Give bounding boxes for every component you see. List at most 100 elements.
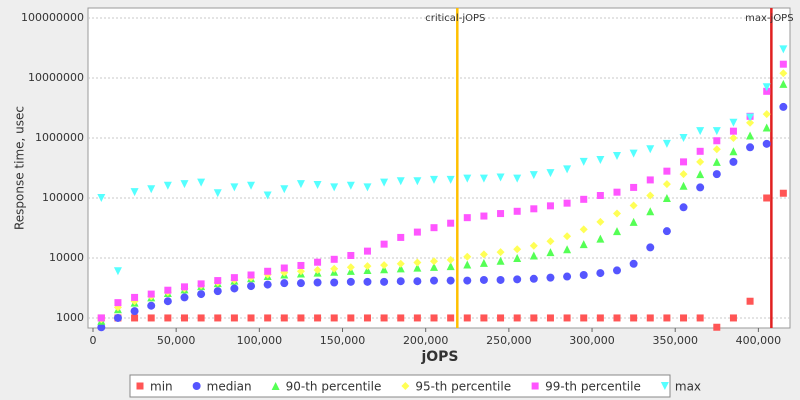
y-tick-label: 100000000 [21, 11, 84, 24]
data-point [430, 175, 439, 184]
data-point [629, 259, 638, 268]
data-point [612, 227, 621, 236]
data-point [712, 127, 721, 136]
data-point [180, 293, 189, 302]
data-point [779, 102, 788, 111]
data-point [563, 314, 571, 322]
data-point [197, 290, 206, 299]
data-point [280, 314, 288, 322]
annotation-label: max-jOPS [745, 13, 793, 24]
data-point [213, 287, 222, 296]
data-point [762, 110, 771, 119]
data-point [97, 314, 105, 322]
data-point [513, 314, 521, 322]
data-point [762, 83, 771, 92]
legend-marker [192, 382, 201, 390]
data-point [347, 314, 355, 322]
data-point [297, 261, 305, 269]
data-point [746, 297, 754, 305]
data-point [579, 271, 588, 280]
data-point [546, 273, 555, 282]
data-point [413, 263, 422, 272]
data-point [247, 271, 255, 279]
data-point [396, 277, 405, 286]
data-point [230, 183, 239, 192]
data-point [496, 248, 505, 257]
data-point [347, 251, 355, 259]
data-point [397, 314, 405, 322]
data-point [729, 118, 738, 127]
data-point [513, 245, 522, 254]
data-point [297, 314, 305, 322]
data-point [363, 247, 371, 255]
data-point [696, 314, 704, 322]
data-point [729, 134, 738, 143]
data-point [580, 314, 588, 322]
y-tick-label: 10000000 [28, 71, 84, 84]
data-point [263, 191, 272, 200]
data-point [413, 314, 421, 322]
x-tick-label: 50,000 [157, 334, 196, 347]
data-point [363, 183, 372, 192]
x-axis-label: jOPS [420, 349, 458, 365]
data-point [363, 277, 372, 286]
data-point [696, 183, 705, 192]
data-point [613, 314, 621, 322]
x-tick-label: 100,000 [237, 334, 283, 347]
data-point [497, 210, 505, 218]
data-point [264, 267, 272, 275]
data-point [214, 277, 222, 285]
data-point [163, 297, 172, 306]
y-axis-label: Response time, usec [13, 106, 27, 230]
data-point [729, 147, 738, 156]
legend-marker [271, 382, 280, 390]
legend-label: 90-th percentile [286, 380, 382, 394]
legend-marker [531, 382, 539, 390]
data-point [762, 123, 771, 132]
data-point [763, 87, 771, 95]
data-point [530, 205, 538, 213]
data-point [396, 259, 405, 268]
data-point [430, 262, 439, 271]
data-point [397, 233, 405, 241]
data-point [546, 202, 554, 210]
data-point [430, 314, 438, 322]
data-point [430, 276, 439, 285]
data-point [546, 248, 555, 257]
data-point [330, 183, 339, 192]
data-point [613, 188, 621, 196]
data-point [662, 139, 671, 148]
data-point [380, 240, 388, 248]
data-point [496, 173, 505, 182]
data-point [197, 280, 205, 288]
data-point [646, 243, 655, 252]
data-point [446, 276, 455, 285]
x-tick-label: 250,000 [486, 334, 532, 347]
data-point [480, 314, 488, 322]
data-point [729, 127, 737, 135]
data-point [447, 314, 455, 322]
data-point [247, 314, 255, 322]
y-tick-label: 10000 [49, 251, 84, 264]
data-point [563, 165, 572, 174]
data-point [346, 277, 355, 286]
data-point [696, 157, 705, 166]
legend-label: min [150, 380, 173, 394]
data-point [330, 264, 339, 273]
data-point [197, 314, 205, 322]
legend-label: median [207, 380, 252, 394]
data-point [314, 314, 322, 322]
data-point [680, 314, 688, 322]
data-point [463, 252, 472, 261]
legend-label: max [675, 380, 701, 394]
data-point [529, 241, 538, 250]
data-point [463, 174, 472, 183]
data-point [430, 224, 438, 232]
legend-label: 99-th percentile [545, 380, 641, 394]
data-point [546, 169, 555, 178]
data-point [513, 174, 522, 183]
data-point [130, 188, 139, 197]
data-point [363, 314, 371, 322]
data-point [214, 314, 222, 322]
